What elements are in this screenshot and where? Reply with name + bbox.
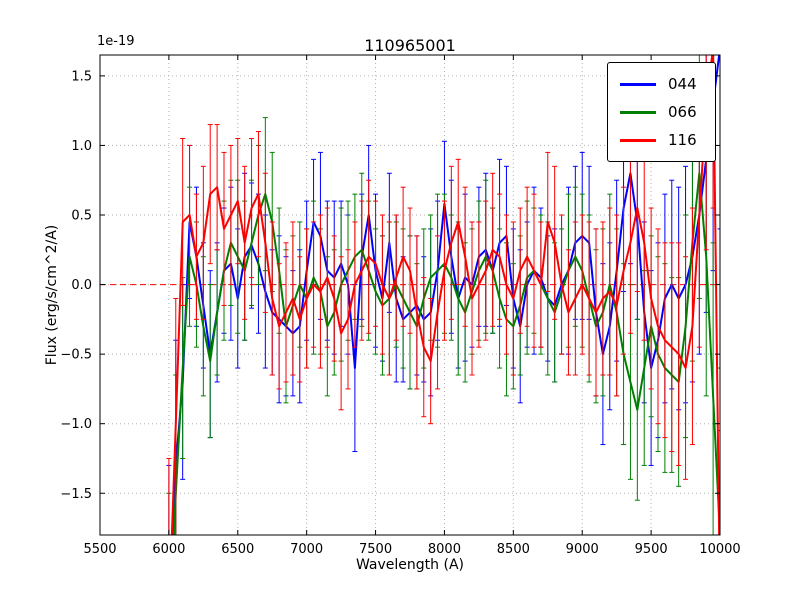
y-axis-label: Flux (erg/s/cm^2/A) xyxy=(44,224,60,366)
legend-label: 066 xyxy=(668,103,697,121)
y-axis-offset-label: 1e-19 xyxy=(97,34,135,49)
x-tick-label: 10000 xyxy=(699,542,740,557)
legend-entry-044: 044 xyxy=(620,70,709,98)
legend-line-sample-red xyxy=(620,138,656,142)
y-tick-label: 1.0 xyxy=(71,139,92,154)
x-tick-label: 6500 xyxy=(221,542,254,557)
y-tick-label: −1.5 xyxy=(60,487,92,502)
x-tick-label: 8000 xyxy=(428,542,461,557)
y-tick-label: 1.5 xyxy=(71,69,92,84)
x-tick-label: 9500 xyxy=(635,542,668,557)
legend-line-sample-blue xyxy=(620,82,656,86)
legend: 044 066 116 xyxy=(607,62,716,162)
legend-line-sample-green xyxy=(620,110,656,114)
x-axis-label: Wavelength (A) xyxy=(355,557,464,573)
x-tick-label: 5500 xyxy=(83,542,116,557)
legend-entry-066: 066 xyxy=(620,98,709,126)
axes-frame xyxy=(99,54,721,536)
y-tick-label: 0.0 xyxy=(71,278,92,293)
series-116 xyxy=(166,55,720,535)
y-tick-label: −0.5 xyxy=(60,348,92,363)
x-tick-label: 7500 xyxy=(359,542,392,557)
legend-entry-116: 116 xyxy=(620,126,709,154)
x-tick-label: 7000 xyxy=(290,542,323,557)
x-tick-label: 6000 xyxy=(152,542,185,557)
x-tick-label: 8500 xyxy=(497,542,530,557)
x-tick-label: 9000 xyxy=(566,542,599,557)
legend-label: 044 xyxy=(668,75,697,93)
plot-title: 110965001 xyxy=(364,36,456,55)
legend-label: 116 xyxy=(668,131,697,149)
y-tick-label: −1.0 xyxy=(60,417,92,432)
axis-ticks xyxy=(99,55,721,535)
y-tick-label: 0.5 xyxy=(71,209,92,224)
